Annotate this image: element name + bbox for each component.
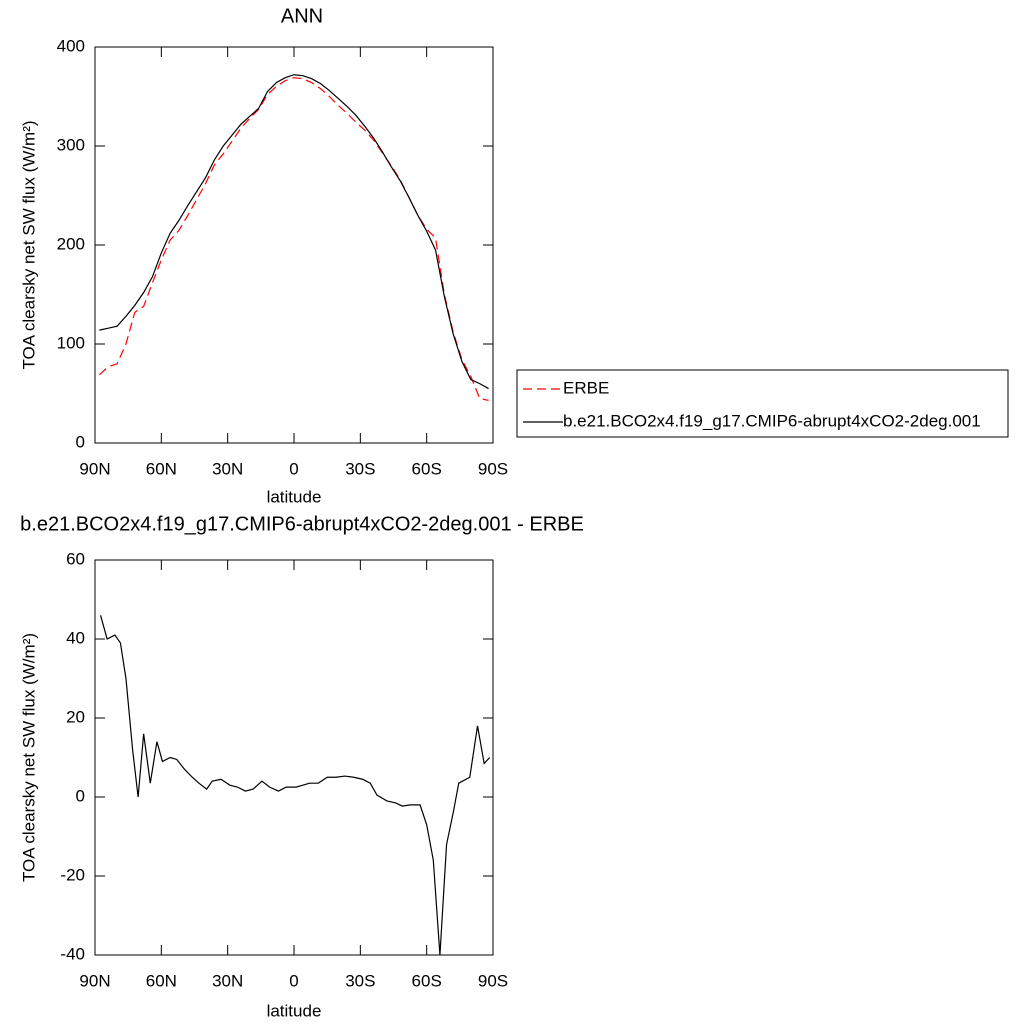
chart-title: ANN <box>281 5 323 27</box>
x-tick-label: 0 <box>289 971 298 990</box>
y-tick-label: -20 <box>60 865 85 884</box>
y-axis-label: TOA clearsky net SW flux (W/m²) <box>19 120 38 369</box>
x-tick-label: 60S <box>412 459 442 478</box>
x-tick-label: 60N <box>146 459 177 478</box>
y-tick-label: 0 <box>76 432 85 451</box>
y-axis-label: TOA clearsky net SW flux (W/m²) <box>19 633 38 882</box>
x-axis-label: latitude <box>267 1001 322 1020</box>
y-tick-label: 200 <box>57 234 85 253</box>
legend-box <box>516 369 1009 438</box>
y-tick-label: 20 <box>66 707 85 726</box>
y-tick-label: 300 <box>57 135 85 154</box>
legend-label: ERBE <box>563 378 609 397</box>
legend-label: b.e21.BCO2x4.f19_g17.CMIP6-abrupt4xCO2-2… <box>563 411 981 430</box>
x-tick-label: 30S <box>345 971 375 990</box>
chart-title: b.e21.BCO2x4.f19_g17.CMIP6-abrupt4xCO2-2… <box>20 513 584 535</box>
x-tick-label: 90N <box>79 971 110 990</box>
y-tick-label: 0 <box>76 786 85 805</box>
x-tick-label: 30S <box>345 459 375 478</box>
x-tick-label: 60S <box>412 971 442 990</box>
data-line <box>99 74 489 390</box>
y-tick-label: 60 <box>66 549 85 568</box>
x-tick-label: 90N <box>79 459 110 478</box>
x-axis-label: latitude <box>267 487 322 506</box>
y-tick-label: 100 <box>57 333 85 352</box>
y-tick-label: 400 <box>57 36 85 55</box>
y-tick-label: -40 <box>60 944 85 963</box>
data-line <box>99 615 491 956</box>
data-line <box>99 77 489 402</box>
x-tick-label: 0 <box>289 459 298 478</box>
x-tick-label: 90S <box>478 459 508 478</box>
y-tick-label: 40 <box>66 628 85 647</box>
x-tick-label: 30N <box>212 459 243 478</box>
x-tick-label: 30N <box>212 971 243 990</box>
x-tick-label: 60N <box>146 971 177 990</box>
x-tick-label: 90S <box>478 971 508 990</box>
